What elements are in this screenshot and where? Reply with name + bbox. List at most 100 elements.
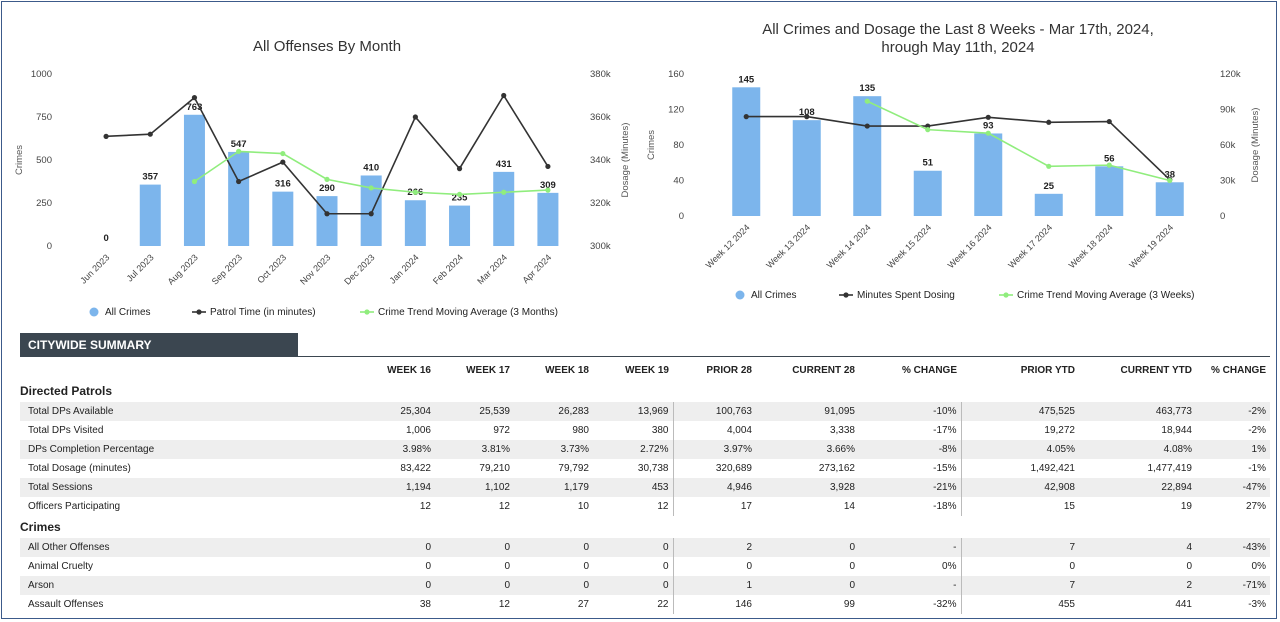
table-cell: 0 — [756, 538, 859, 557]
series-point — [368, 211, 374, 217]
bar — [404, 200, 426, 246]
table-cell: 1,006 — [352, 421, 435, 440]
table-cell: 4,946 — [672, 478, 756, 497]
table-cell: 100,763 — [672, 402, 756, 421]
bar — [537, 192, 559, 246]
x-tick-label: Sep 2023 — [210, 252, 244, 286]
x-tick-label: Jan 2024 — [388, 252, 421, 285]
table-cell: -43% — [1196, 538, 1270, 557]
table-cell: 0 — [352, 576, 435, 595]
table-row: Total Dosage (minutes) 83,422 79,210 79,792… — [20, 459, 1270, 478]
table-cell: 14 — [756, 497, 859, 516]
chart-title: All Crimes and Dosage the Last 8 Weeks -… — [762, 21, 1154, 38]
x-tick-label: Week 12 2024 — [704, 222, 752, 270]
row-label: Total Sessions — [20, 478, 352, 497]
row-label: Total DPs Visited — [20, 421, 352, 440]
bar — [449, 205, 471, 246]
x-tick-label: Nov 2023 — [298, 252, 332, 286]
row-label: Animal Cruelty — [20, 557, 352, 576]
header-cell: WEEK 18 — [545, 364, 589, 376]
row-label: Assault Offenses — [20, 595, 352, 614]
series-point — [985, 130, 991, 136]
x-tick-label: Oct 2023 — [255, 252, 288, 285]
table-cell: 1,492,421 — [960, 459, 1079, 478]
table-cell: 0 — [435, 538, 514, 557]
legend-label: All Crimes — [751, 290, 797, 301]
table-cell: 455 — [960, 595, 1079, 614]
table-row: Total Sessions 1,194 1,102 1,179 453 4,946 3,9… — [20, 478, 1270, 497]
bar — [1095, 166, 1124, 216]
table-row: Assault Offenses 38 12 27 22 146 99 -32% 455 441-… — [20, 595, 1270, 614]
table-cell: 12 — [593, 497, 673, 516]
row-label: Total DPs Available — [20, 402, 352, 421]
table-cell: 0 — [435, 576, 514, 595]
header-cell: CURRENT YTD — [1120, 364, 1192, 376]
y-tick-label: 750 — [36, 112, 52, 123]
table-cell: 0% — [1196, 557, 1270, 576]
table-cell: 4.08% — [1079, 440, 1196, 459]
table-cell: 22,894 — [1079, 478, 1196, 497]
summary-table: WEEK 16 WEEK 17 WEEK 18 WEEK 19 PRIOR 28… — [20, 360, 1270, 614]
y2-tick-label: 0 — [1220, 211, 1225, 222]
citywide-summary-title: CITYWIDE SUMMARY — [20, 333, 298, 357]
table-cell: -10% — [859, 402, 961, 421]
table-cell: 1 — [672, 576, 756, 595]
series-point — [103, 133, 109, 139]
bar — [853, 96, 882, 216]
table-cell: - — [859, 576, 961, 595]
table-cell: 12 — [435, 595, 514, 614]
table-cell: 980 — [514, 421, 593, 440]
header-blank — [20, 360, 352, 380]
table-cell: 0 — [672, 557, 756, 576]
table-cell: 2 — [672, 538, 756, 557]
series-point — [236, 178, 242, 185]
x-tick-label: Dec 2023 — [342, 252, 376, 286]
table-cell: 475,525 — [960, 402, 1079, 421]
table-cell: 19,272 — [960, 421, 1079, 440]
y-axis-title: Crimes — [14, 145, 25, 175]
series-point — [147, 131, 153, 137]
series-point — [456, 191, 463, 197]
table-cell: 453 — [593, 478, 673, 497]
legend-label: All Crimes — [105, 307, 151, 318]
x-tick-label: Jun 2023 — [78, 252, 111, 285]
header-cell: WEEK 16 — [387, 364, 431, 376]
header-cell: PRIOR YTD — [1020, 364, 1075, 376]
data-label: 38 — [1164, 169, 1175, 180]
table-cell: 3.73% — [514, 440, 593, 459]
table-cell: 1,194 — [352, 478, 435, 497]
table-cell: 0 — [593, 576, 673, 595]
series-point — [191, 178, 198, 185]
legend-marker — [196, 309, 202, 315]
series-point — [191, 95, 198, 101]
x-tick-label: Jul 2023 — [125, 252, 156, 283]
table-cell: -32% — [859, 595, 961, 614]
data-label: 135 — [859, 83, 876, 94]
table-cell: 38 — [352, 595, 435, 614]
x-tick-label: Week 14 2024 — [825, 222, 873, 270]
data-label: 410 — [363, 162, 379, 173]
x-tick-label: Week 13 2024 — [764, 222, 812, 270]
table-row: All Other Offenses 0 0 0 0 2 0-7 4 -43% — [20, 538, 1270, 557]
table-cell: -17% — [859, 421, 961, 440]
series-point — [925, 127, 931, 133]
y-tick-label: 40 — [673, 176, 684, 187]
table-cell: 3.98% — [352, 440, 435, 459]
table-cell: 4.05% — [960, 440, 1079, 459]
table-cell: 463,773 — [1079, 402, 1196, 421]
table-cell: 30,738 — [593, 459, 673, 478]
data-label: 290 — [319, 183, 335, 194]
series-point — [985, 114, 991, 120]
y2-tick-label: 90k — [1220, 105, 1236, 116]
data-label: 316 — [275, 179, 291, 190]
chart-title: All Offenses By Month — [253, 38, 401, 55]
table-cell: 2 — [1079, 576, 1196, 595]
series-point — [280, 159, 286, 165]
table-cell: -18% — [859, 497, 961, 516]
series-point — [280, 150, 286, 157]
legend-label: Minutes Spent Dosing — [857, 290, 955, 301]
bar — [732, 87, 761, 216]
data-label: 145 — [738, 74, 755, 85]
section-title: Crimes — [20, 520, 61, 534]
table-cell: 2.72% — [593, 440, 673, 459]
